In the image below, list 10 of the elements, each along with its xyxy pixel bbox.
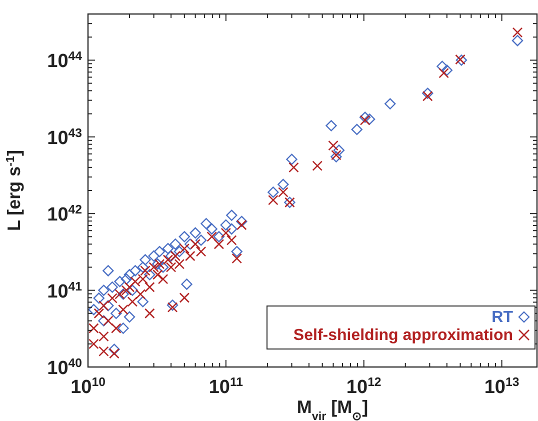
legend-label: Self-shielding approximation: [293, 327, 513, 344]
legend-label: RT: [492, 309, 514, 326]
y-tick-label: 10$^{41}$: [47, 279, 82, 302]
x-tick-label: 10$^{11}$: [208, 375, 244, 398]
x-tick-label: 10$^{13}$: [484, 375, 520, 398]
x-axis-title: M$_{vir}$ [M$_{⊙}$]: [296, 397, 368, 421]
y-tick-label: 10$^{42}$: [47, 202, 82, 226]
y-tick-label: 10$^{44}$: [47, 49, 82, 72]
y-tick-label: 10$^{43}$: [47, 126, 82, 149]
x-tick-label: 10$^{12}$: [346, 375, 382, 398]
